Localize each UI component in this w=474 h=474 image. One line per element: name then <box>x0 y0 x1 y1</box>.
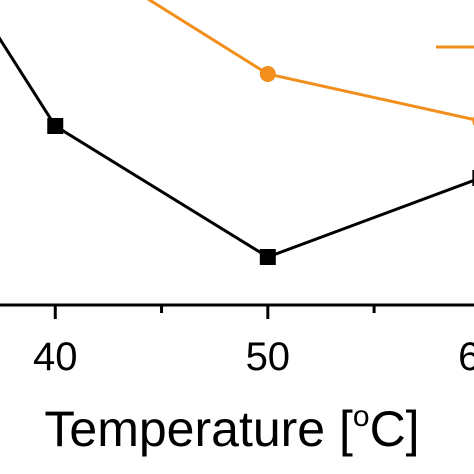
x-tick-label: 40 <box>33 335 78 379</box>
x-tick-label: 50 <box>246 335 291 379</box>
marker <box>47 118 64 134</box>
series-line <box>0 36 474 259</box>
marker <box>472 170 474 186</box>
marker <box>259 249 276 265</box>
x-label-superscript: o <box>353 400 370 433</box>
marker <box>259 66 276 82</box>
x-tick-label: 60 <box>458 335 474 379</box>
x-label-text: C] <box>370 401 420 457</box>
series-line <box>146 0 474 122</box>
x-axis-label: Temperature [oC] <box>44 400 419 457</box>
x-label-text: Temperature [ <box>44 401 353 457</box>
